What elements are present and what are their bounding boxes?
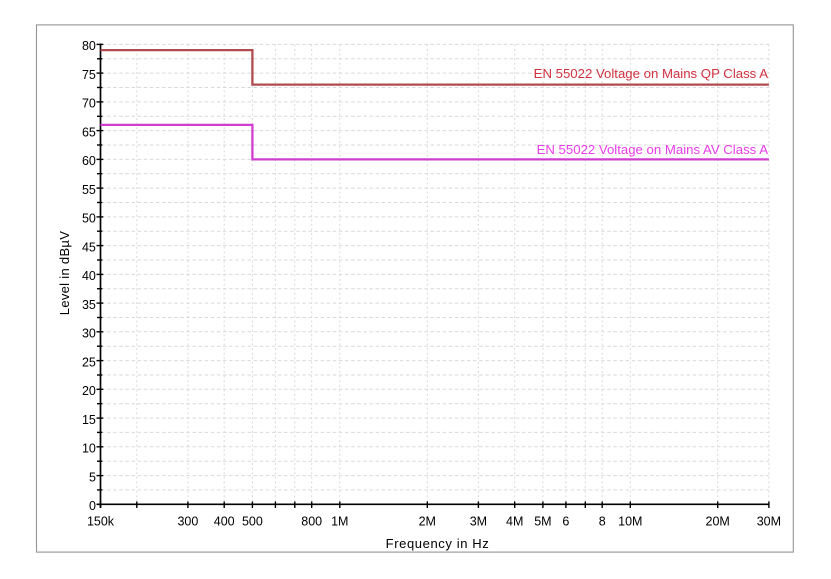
svg-text:8: 8 [599,515,606,529]
svg-text:4M: 4M [506,515,523,529]
svg-text:500: 500 [242,515,263,529]
svg-text:55: 55 [82,183,96,197]
svg-text:70: 70 [82,97,96,111]
svg-text:150k: 150k [87,515,115,529]
svg-text:6: 6 [562,515,569,529]
svg-text:3M: 3M [470,515,487,529]
svg-text:5: 5 [89,470,96,484]
svg-text:10: 10 [82,442,96,456]
svg-text:400: 400 [214,515,235,529]
svg-text:25: 25 [82,355,96,369]
svg-text:EN 55022 Voltage on Mains QP C: EN 55022 Voltage on Mains QP Class A [534,66,769,81]
svg-text:40: 40 [82,269,96,283]
svg-text:20M: 20M [706,515,730,529]
svg-text:30M: 30M [757,515,781,529]
svg-text:800: 800 [301,515,322,529]
svg-text:80: 80 [82,39,96,53]
svg-text:65: 65 [82,125,96,139]
svg-text:2M: 2M [419,515,436,529]
svg-text:35: 35 [82,298,96,312]
svg-text:Level in dBµV: Level in dBµV [57,231,72,315]
svg-text:Frequency in Hz: Frequency in Hz [386,536,490,551]
svg-text:1M: 1M [331,515,348,529]
svg-text:50: 50 [82,212,96,226]
svg-text:15: 15 [82,413,96,427]
svg-text:30: 30 [82,327,96,341]
svg-text:60: 60 [82,154,96,168]
svg-text:75: 75 [82,68,96,82]
svg-text:300: 300 [177,515,198,529]
svg-text:EN 55022 Voltage on Mains AV C: EN 55022 Voltage on Mains AV Class A [537,142,769,157]
svg-text:45: 45 [82,240,96,254]
svg-text:0: 0 [89,499,96,513]
svg-text:10M: 10M [618,515,642,529]
svg-text:5M: 5M [534,515,551,529]
svg-text:20: 20 [82,384,96,398]
